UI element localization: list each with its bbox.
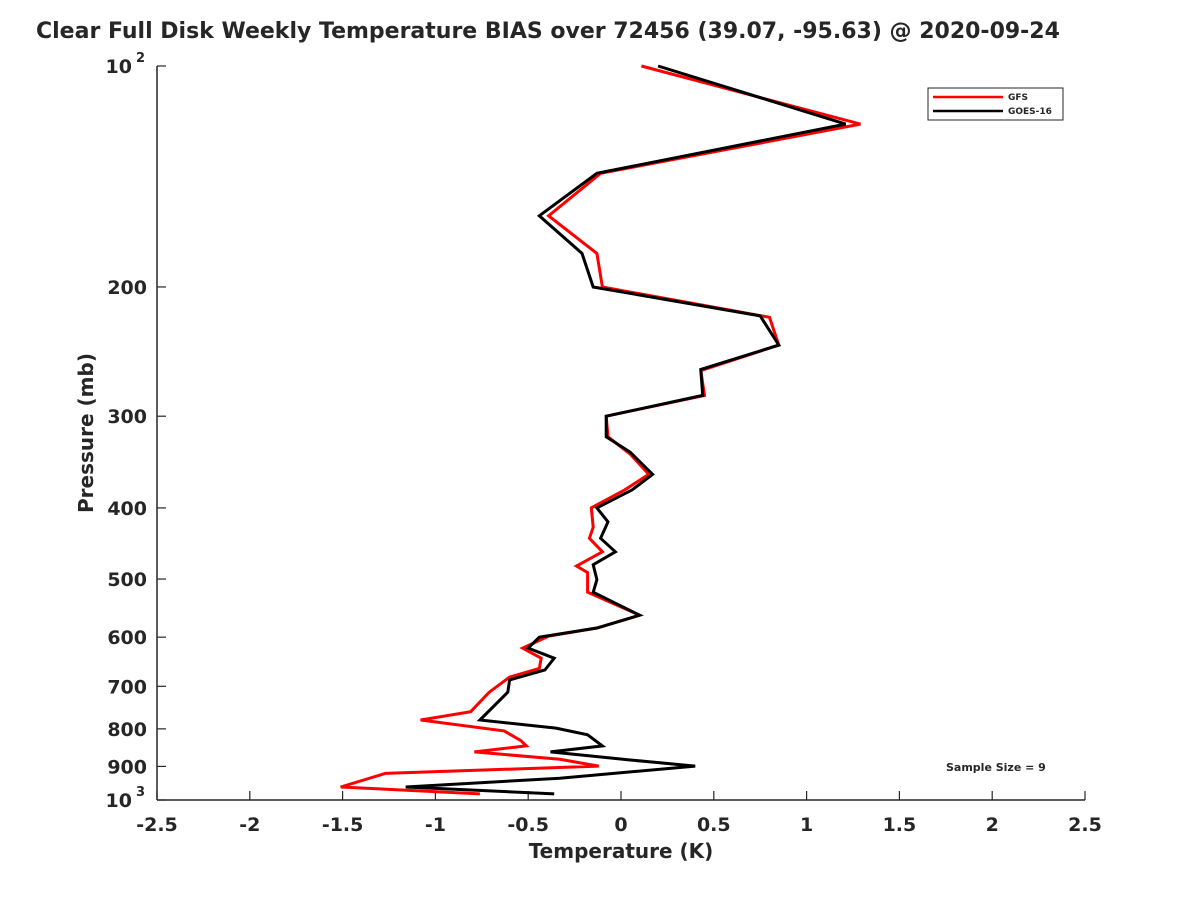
y-tick-label: 200 — [107, 277, 147, 299]
series-line-gfs — [340, 64, 861, 796]
y-tick-exponent: 3 — [136, 785, 145, 800]
series-line-goes16 — [405, 64, 847, 796]
chart-title: Clear Full Disk Weekly Temperature BIAS … — [36, 19, 1060, 44]
x-tick-label: 0.5 — [697, 814, 731, 836]
y-tick-label: 300 — [107, 406, 147, 428]
x-tick-label: -0.5 — [507, 814, 549, 836]
legend-label-goes16: GOES-16 — [1008, 107, 1052, 117]
y-tick-label: 800 — [107, 719, 147, 741]
x-tick-label: 2 — [986, 814, 999, 836]
x-axis-label: Temperature (K) — [529, 839, 714, 863]
x-tick-label: -1.5 — [322, 814, 364, 836]
y-tick-label: 600 — [107, 627, 147, 649]
plot-area — [157, 66, 1085, 800]
sample-size-annotation: Sample Size = 9 — [946, 761, 1046, 774]
y-tick-label: 10 — [106, 790, 132, 812]
legend-box — [927, 87, 1064, 121]
y-tick-exponent: 2 — [136, 51, 145, 66]
x-tick-label: 2.5 — [1068, 814, 1102, 836]
y-tick-label: 900 — [107, 756, 147, 778]
x-tick-label: 1.5 — [883, 814, 917, 836]
x-tick-label: 1 — [800, 814, 813, 836]
y-axis-label: Pressure (mb) — [74, 353, 98, 513]
x-tick-label: 0 — [614, 814, 627, 836]
x-tick-label: -2 — [239, 814, 260, 836]
y-tick-label: 10 — [106, 56, 132, 78]
x-tick-label: -2.5 — [136, 814, 178, 836]
y-tick-label: 500 — [107, 569, 147, 591]
y-tick-label: 700 — [107, 676, 147, 698]
x-tick-label: -1 — [425, 814, 446, 836]
legend-label-gfs: GFS — [1008, 93, 1028, 103]
legend: GFS GOES-16 — [927, 87, 1064, 121]
y-tick-label: 400 — [107, 498, 147, 520]
